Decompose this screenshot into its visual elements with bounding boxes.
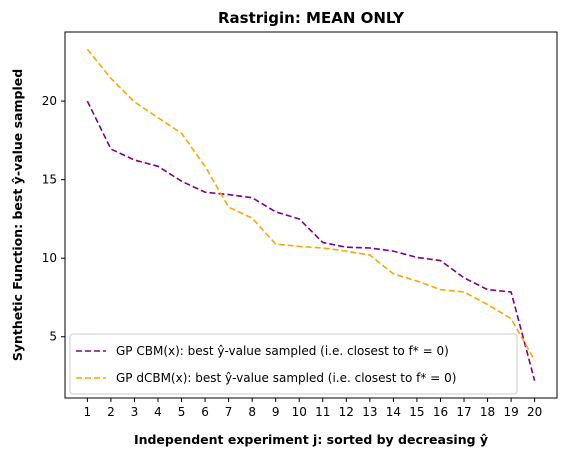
x-tick-label: 17	[456, 405, 471, 419]
x-tick-label: 6	[201, 405, 209, 419]
legend: GP CBM(x): best ŷ-value sampled (i.e. cl…	[69, 333, 518, 395]
legend-label-dcbm: GP dCBM(x): best ŷ-value sampled (i.e. c…	[116, 371, 456, 385]
chart-title: Rastrigin: MEAN ONLY	[218, 9, 405, 27]
y-tick-label: 10	[42, 251, 57, 265]
x-tick-label: 20	[527, 405, 542, 419]
plot-frame	[64, 31, 558, 399]
x-axis-label: Independent experiment j: sorted by decr…	[134, 432, 488, 447]
x-tick-label: 1	[84, 405, 92, 419]
y-axis-label: Synthetic Function: best ŷ-value sampled	[10, 69, 25, 361]
x-tick-label: 5	[178, 405, 186, 419]
x-axis: 1 2 3 4 5 6 7 8 9 10 11 12 13 14 15 16 17 18 19 20	[84, 398, 542, 419]
legend-box	[69, 333, 518, 395]
y-tick-label: 20	[42, 94, 57, 108]
x-tick-label: 16	[433, 405, 448, 419]
series-group	[86, 48, 536, 381]
x-tick-label: 12	[339, 405, 354, 419]
y-tick-label: 5	[49, 330, 57, 344]
series-line-0	[86, 100, 536, 381]
x-tick-label: 4	[154, 405, 162, 419]
y-axis: 5 10 15 20	[42, 94, 65, 344]
x-tick-label: 8	[248, 405, 256, 419]
y-tick-label: 15	[42, 173, 57, 187]
series-line-1	[86, 48, 536, 361]
x-tick-label: 19	[503, 405, 518, 419]
x-tick-label: 11	[315, 405, 330, 419]
legend-label-cbm: GP CBM(x): best ŷ-value sampled (i.e. cl…	[116, 344, 449, 358]
x-tick-label: 9	[272, 405, 280, 419]
x-tick-label: 14	[386, 405, 401, 419]
x-tick-label: 10	[292, 405, 307, 419]
x-tick-label: 3	[131, 405, 139, 419]
x-tick-label: 15	[409, 405, 424, 419]
x-tick-label: 13	[362, 405, 377, 419]
x-tick-label: 2	[107, 405, 115, 419]
x-tick-label: 7	[225, 405, 233, 419]
x-tick-label: 18	[480, 405, 495, 419]
